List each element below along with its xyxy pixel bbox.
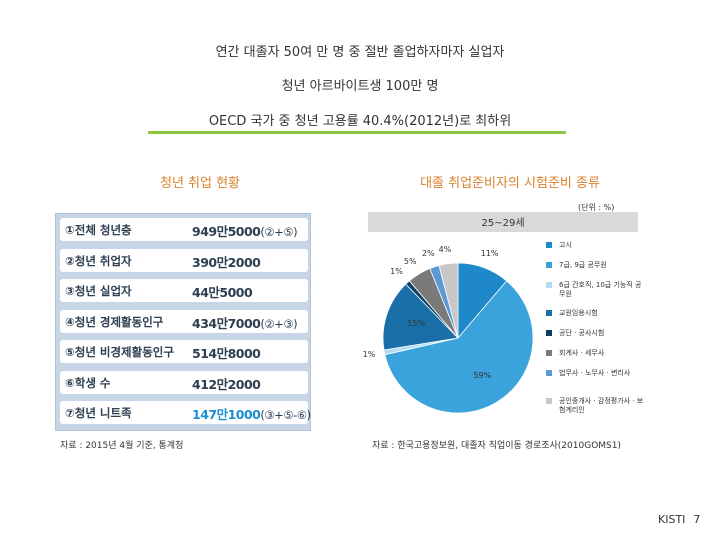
- legend-label: 교원임용시험: [559, 309, 598, 317]
- row-label: ③청년 실업자: [65, 284, 132, 298]
- legend-label: 7급, 9급 공무원: [559, 261, 607, 269]
- legend-swatch: [546, 398, 552, 404]
- row-value: 514만8000: [192, 343, 261, 362]
- legend-swatch: [546, 282, 552, 288]
- row-value: 44만5000: [192, 282, 253, 301]
- row-value-number: 147만1000: [192, 407, 261, 422]
- row-label: ⑤청년 비경제활동인구: [65, 345, 174, 359]
- pie-slice: [382, 283, 459, 351]
- pie-slice: [384, 280, 534, 414]
- row-label: ⑥학생 수: [65, 375, 111, 390]
- table-row: ⑥학생 수 412만2000: [60, 370, 308, 394]
- legend-swatch: [546, 330, 552, 336]
- legend-swatch: [546, 242, 552, 248]
- row-value-formula: (②+⑤): [260, 225, 298, 239]
- legend-label: 공단 · 공사시험: [559, 329, 605, 337]
- table-row: ⑤청년 비경제활동인구 514만8000: [60, 340, 308, 363]
- pie-slice-label: 2%: [421, 248, 435, 258]
- table-row: ③청년 실업자 44만5000: [60, 279, 308, 302]
- legend-label: 회계사 · 세무사: [559, 349, 605, 357]
- footer-brand: KISTI: [658, 513, 686, 526]
- row-value-number: 44만5000: [192, 285, 253, 300]
- table-row: ②청년 취업자 390만2000: [60, 248, 308, 272]
- headline-1: 연간 대졸자 50여 만 명 중 절반 졸업하자마자 실업자: [215, 45, 505, 60]
- legend-label: 공인중개사 · 감정평가사 · 보험계리인: [559, 397, 644, 414]
- legend-swatch: [546, 350, 552, 356]
- row-label: ④청년 경제활동인구: [65, 314, 164, 329]
- youth-employment-table: ①전체 청년층 949만5000(②+⑤) ②청년 취업자 390만2000 ③청년 실…: [55, 213, 311, 431]
- chart-title-band: [368, 212, 638, 232]
- row-value-formula: (③+⑤-⑥): [260, 408, 311, 422]
- pie-slice-label: 1%: [390, 267, 403, 277]
- chart-unit: (단위 : %): [578, 203, 615, 212]
- row-value-number: 514만8000: [192, 346, 261, 361]
- right-source: 자료 : 한국고용정보원, 대졸자 직업이동 경로조사(2010GOMS1): [372, 441, 621, 451]
- pie-slice-label: 4%: [438, 244, 452, 254]
- row-value-number: 434만7000: [192, 315, 261, 331]
- row-value: 434만7000(②+③): [192, 313, 298, 332]
- footer: KISTI 7: [658, 513, 700, 526]
- table-row: ①전체 청년층 949만5000(②+⑤): [60, 218, 308, 241]
- row-label: ⑦청년 니트족: [65, 406, 132, 420]
- row-value-formula: (②+③): [260, 316, 298, 331]
- headline-2: 청년 아르바이트생 100만 명: [281, 79, 439, 94]
- right-section-title: 대졸 취업준비자의 시험준비 종류: [420, 176, 600, 191]
- row-value-number: 412만2000: [192, 376, 261, 392]
- legend-swatch: [546, 370, 552, 376]
- pie-chart: [382, 262, 534, 414]
- pie-slice-label: 1%: [362, 350, 376, 359]
- row-value: 147만1000(③+⑤-⑥): [192, 404, 311, 423]
- left-source: 자료 : 2015년 4월 기준, 통계청: [60, 441, 184, 451]
- pie-slice-label: 59%: [473, 371, 492, 381]
- row-value: 390만2000: [192, 252, 261, 271]
- page-number: 7: [693, 513, 701, 526]
- legend-swatch: [546, 262, 552, 268]
- pie-slice-label: 5%: [403, 256, 417, 266]
- left-section-title: 청년 취업 현황: [159, 176, 241, 191]
- row-label: ①전체 청년층: [65, 223, 132, 237]
- legend-label: 6급 간호직, 10급 기능직 공무원: [559, 281, 642, 298]
- table-row: ⑦청년 니트족 147만1000(③+⑤-⑥): [60, 401, 311, 424]
- green-divider: [148, 131, 566, 134]
- pie-slice: [438, 262, 459, 339]
- row-label: ②청년 취업자: [65, 253, 132, 268]
- row-value-number: 949만5000: [192, 224, 261, 239]
- pie-slice-label: 11%: [480, 249, 499, 259]
- chart-title: 25~29세: [481, 218, 525, 229]
- table-row: ④청년 경제활동인구 434만7000(②+③): [60, 309, 308, 333]
- row-value: 412만2000: [192, 374, 261, 393]
- row-value-number: 390만2000: [192, 254, 261, 270]
- headline-3: OECD 국가 중 청년 고용률 40.4%(2012년)로 최하위: [208, 114, 512, 129]
- legend-swatch: [546, 310, 552, 316]
- legend-label: 고시: [559, 241, 572, 249]
- legend-label: 법무사 · 노무사 · 변리사: [559, 369, 631, 377]
- pie-slice-label: 15%: [407, 318, 426, 328]
- row-value: 949만5000(②+⑤): [192, 221, 298, 240]
